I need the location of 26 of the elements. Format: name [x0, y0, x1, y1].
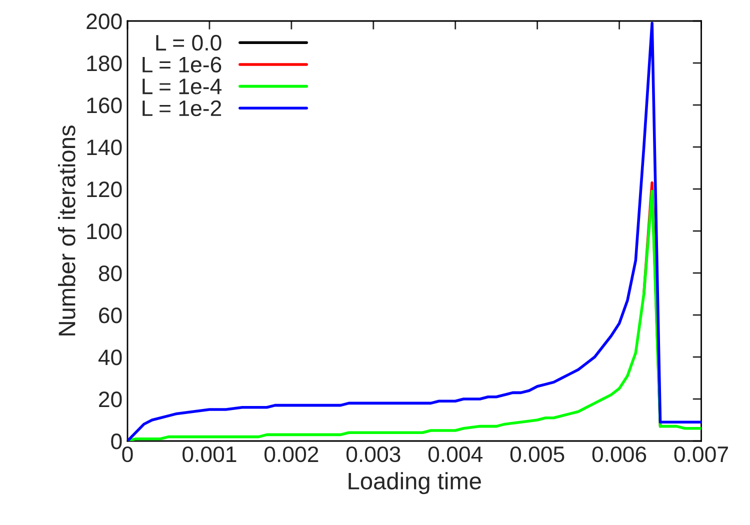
- y-tick-label: 140: [87, 140, 122, 156]
- legend-label: L = 1e-6: [142, 56, 222, 72]
- x-tick-label: 0.001: [182, 446, 236, 462]
- x-tick-label: 0: [122, 446, 133, 462]
- y-tick-label: 0: [111, 434, 122, 450]
- y-tick-label: 120: [87, 182, 122, 198]
- y-tick-label: 60: [99, 308, 122, 324]
- x-tick-label: 0.005: [510, 446, 564, 462]
- line-series: [128, 22, 702, 441]
- y-tick-label: 180: [87, 56, 122, 72]
- x-tick-label: 0.004: [428, 446, 483, 462]
- y-tick-label: 20: [99, 392, 122, 408]
- x-tick-label: 0.002: [264, 446, 318, 462]
- legend-label: L = 1e-4: [142, 78, 222, 94]
- y-tick-label: 80: [98, 266, 122, 282]
- x-axis-title: Loading time: [348, 472, 481, 494]
- x-tick-label: 0.003: [346, 446, 400, 462]
- legend-label: L = 1e-2: [142, 100, 222, 116]
- y-tick-label: 40: [98, 350, 122, 366]
- x-tick-label: 0.007: [674, 446, 728, 462]
- y-tick-label: 200: [86, 14, 122, 30]
- y-tick-label: 160: [87, 98, 122, 114]
- x-tick-label: 0.006: [592, 446, 646, 462]
- y-axis-title: Number of iterations: [58, 126, 76, 336]
- y-tick-label: 100: [87, 224, 122, 240]
- legend-label: L = 0.0: [156, 34, 222, 51]
